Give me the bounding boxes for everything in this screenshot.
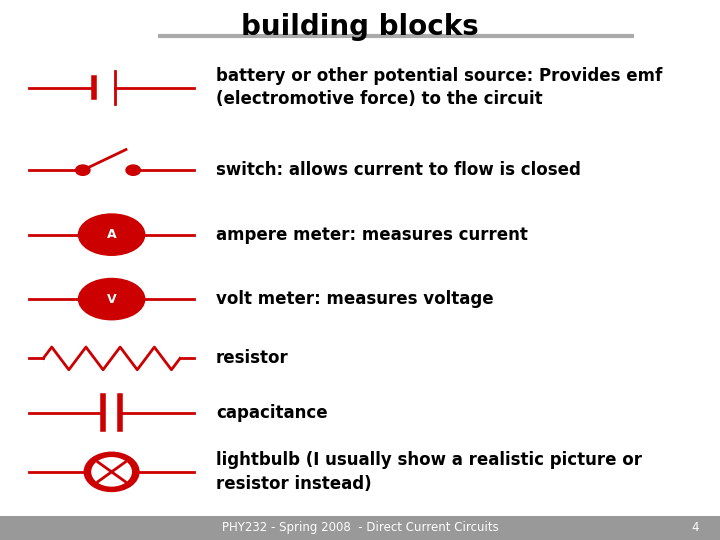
Text: volt meter: measures voltage: volt meter: measures voltage [216, 290, 494, 308]
Circle shape [84, 453, 139, 491]
Text: A: A [107, 228, 117, 241]
Circle shape [126, 165, 140, 176]
Text: switch: allows current to flow is closed: switch: allows current to flow is closed [216, 161, 581, 179]
Text: battery or other potential source: Provides emf
(electromotive force) to the cir: battery or other potential source: Provi… [216, 67, 662, 109]
Text: 4: 4 [691, 521, 698, 535]
Text: resistor: resistor [216, 349, 289, 367]
Ellipse shape [78, 279, 145, 320]
Circle shape [76, 165, 90, 176]
Text: building blocks: building blocks [241, 13, 479, 41]
Text: lightbulb (I usually show a realistic picture or
resistor instead): lightbulb (I usually show a realistic pi… [216, 451, 642, 492]
Circle shape [92, 458, 131, 486]
Text: capacitance: capacitance [216, 403, 328, 422]
Text: PHY232 - Spring 2008  - Direct Current Circuits: PHY232 - Spring 2008 - Direct Current Ci… [222, 521, 498, 535]
Text: ampere meter: measures current: ampere meter: measures current [216, 226, 528, 244]
Ellipse shape [78, 214, 145, 255]
Text: V: V [107, 293, 117, 306]
